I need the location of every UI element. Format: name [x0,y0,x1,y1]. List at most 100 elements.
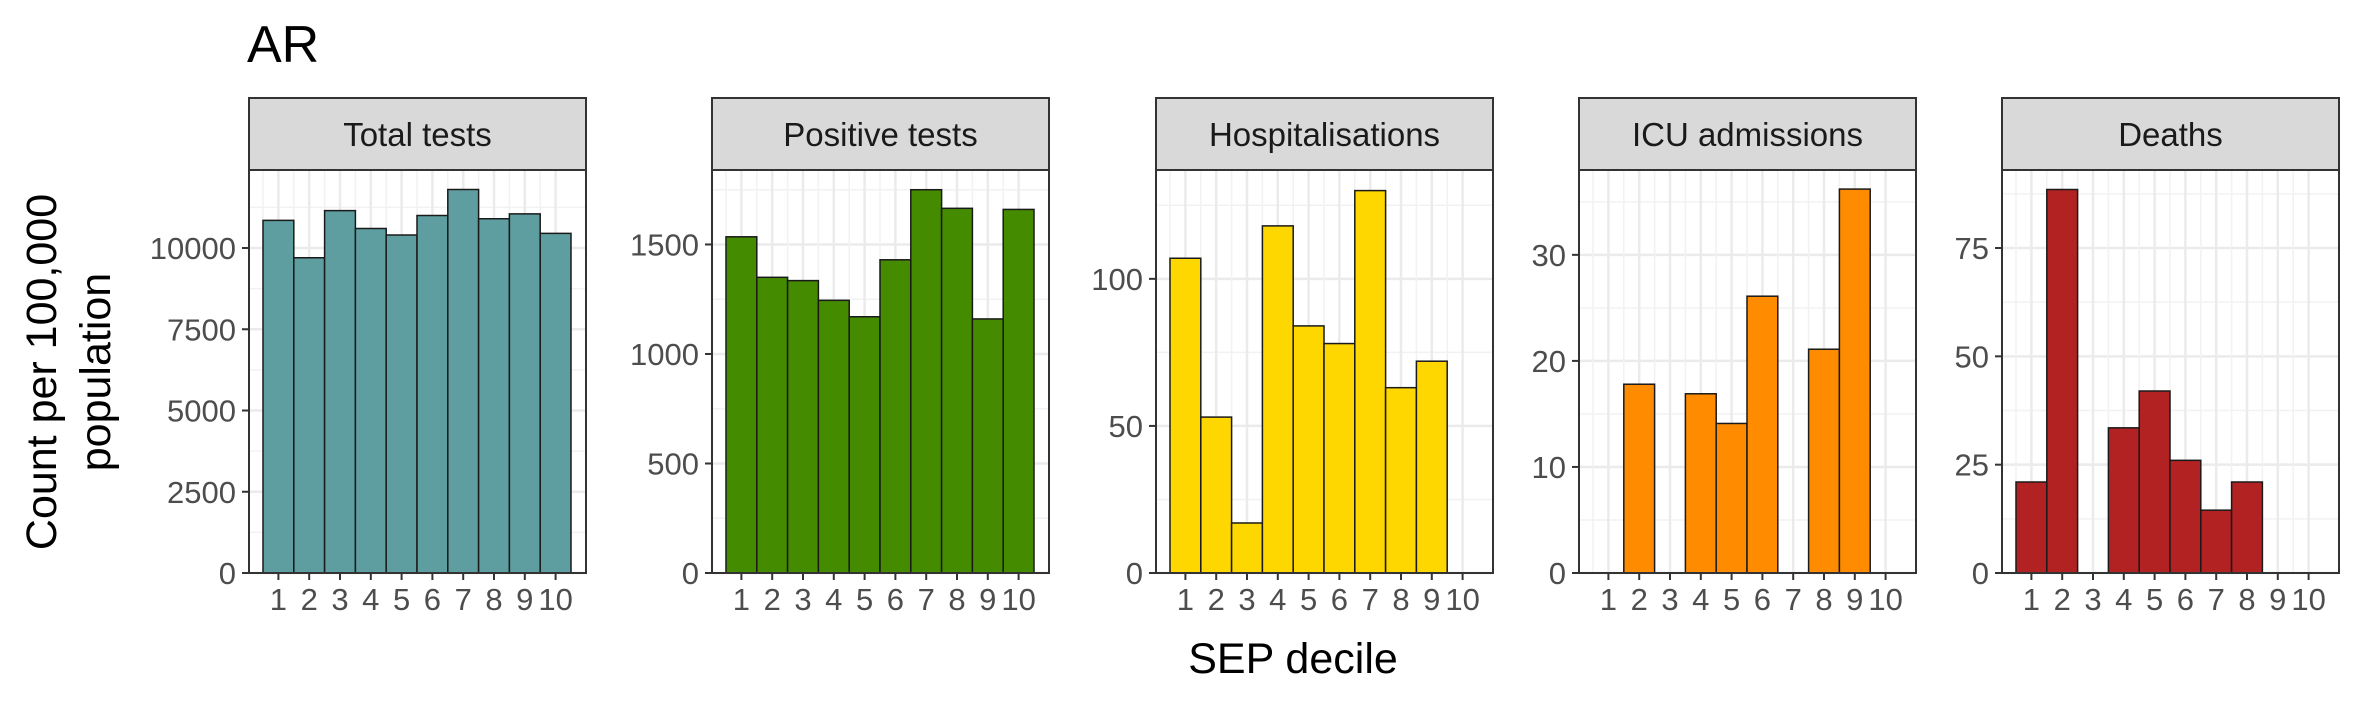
bar [1807,348,1841,574]
facet-panel: Total tests 0 2500 5000 7500 10000 1 2 3 4 5 6 7 8 9 10 [150,97,587,617]
bar [1415,360,1448,574]
y-tick-label: 1500 [630,227,699,262]
panel-border [2001,169,2340,574]
panel-border [248,169,587,574]
y-tick-label: 1000 [630,337,699,372]
y-tick-label: 75 [1955,231,1989,266]
bar [756,276,789,574]
bar [1384,386,1418,574]
bar [786,279,820,574]
x-axis-label: SEP decile [1188,635,1398,683]
bar [1200,416,1233,574]
x-tick-label: 6 [1754,582,1771,617]
x-tick-label: 10 [538,582,572,617]
bar [1261,225,1294,574]
bar [817,299,850,574]
x-tick-label: 10 [2291,582,2325,617]
x-tick-label: 4 [1692,582,1709,617]
y-axis-label-line1: Count per 100,000 [18,194,66,550]
bar [2107,427,2140,574]
y-tick-label: 50 [1109,409,1143,444]
y-tick-label: 20 [1532,344,1566,379]
bar [508,213,541,574]
panel-border [1578,169,1917,574]
facet-panel: Positive tests 0 500 1000 1500 1 2 3 4 5 6 7 8 9 10 [630,97,1050,617]
x-tick-label: 5 [393,582,410,617]
x-tick-label: 8 [1815,582,1832,617]
x-tick-label: 7 [1362,582,1379,617]
x-tick-label: 6 [1331,582,1348,617]
y-tick-label: 500 [647,446,699,481]
x-tick-label: 1 [1177,582,1194,617]
bar [262,219,295,574]
x-tick-label: 7 [455,582,472,617]
facet-strip [711,97,1050,171]
panel-border [1155,169,1494,574]
x-tick-label: 9 [1423,582,1440,617]
x-tick-label: 8 [1392,582,1409,617]
bar [1323,342,1356,574]
x-tick-label: 5 [1300,582,1317,617]
bar [447,188,480,574]
x-tick-label: 8 [948,582,965,617]
facet-strip [1578,97,1917,171]
y-tick-label: 10 [1532,450,1566,485]
bar [725,236,758,574]
x-tick-label: 10 [1868,582,1902,617]
y-tick-label: 0 [219,556,236,591]
bar [1838,188,1871,574]
facet-strip [2001,97,2340,171]
x-tick-label: 1 [733,582,750,617]
x-tick-label: 1 [1600,582,1617,617]
x-tick-label: 9 [516,582,533,617]
facet-panel: Deaths 0 25 50 75 1 2 3 4 5 6 7 8 9 10 [1955,97,2340,617]
y-tick-label: 0 [682,556,699,591]
x-tick-label: 10 [1001,582,1035,617]
facet-strip-label: Hospitalisations [1209,116,1440,153]
bar [539,232,572,574]
y-tick-label: 10000 [150,231,236,266]
y-axis-label-line2: population [72,273,120,471]
x-tick-label: 3 [1238,582,1255,617]
bar [1746,295,1779,574]
x-tick-label: 5 [2146,582,2163,617]
facet-panel: Hospitalisations 0 50 100 1 2 3 4 5 6 7 8 9 10 [1091,97,1494,617]
x-tick-label: 7 [918,582,935,617]
bar [1715,422,1748,574]
x-tick-label: 8 [2238,582,2255,617]
x-tick-label: 2 [1208,582,1225,617]
bar [2138,390,2171,574]
bar [1623,383,1656,574]
x-tick-label: 2 [2054,582,2071,617]
x-tick-label: 4 [1269,582,1286,617]
x-tick-label: 9 [1846,582,1863,617]
x-tick-label: 2 [1631,582,1648,617]
bar [1230,522,1264,574]
bar [1292,325,1325,574]
x-tick-label: 9 [2269,582,2286,617]
x-tick-label: 4 [825,582,842,617]
x-tick-label: 3 [331,582,348,617]
y-tick-label: 30 [1532,238,1566,273]
bar [1354,189,1387,574]
y-tick-label: 25 [1955,448,1989,483]
bar [940,207,974,574]
x-tick-label: 7 [1785,582,1802,617]
x-tick-label: 8 [485,582,502,617]
bar [2046,188,2079,574]
panel-border [711,169,1050,574]
bar [323,209,357,574]
bar [2230,481,2264,574]
facet-strip [1155,97,1494,171]
bar [1002,208,1035,574]
x-tick-label: 3 [1661,582,1678,617]
facet-strip-label: Deaths [2118,116,2223,153]
x-tick-label: 10 [1445,582,1479,617]
bar [1169,257,1202,574]
x-tick-label: 3 [794,582,811,617]
x-tick-label: 5 [856,582,873,617]
y-tick-label: 100 [1091,262,1143,297]
facet-strip-label: Positive tests [783,116,977,153]
bar [879,259,912,574]
